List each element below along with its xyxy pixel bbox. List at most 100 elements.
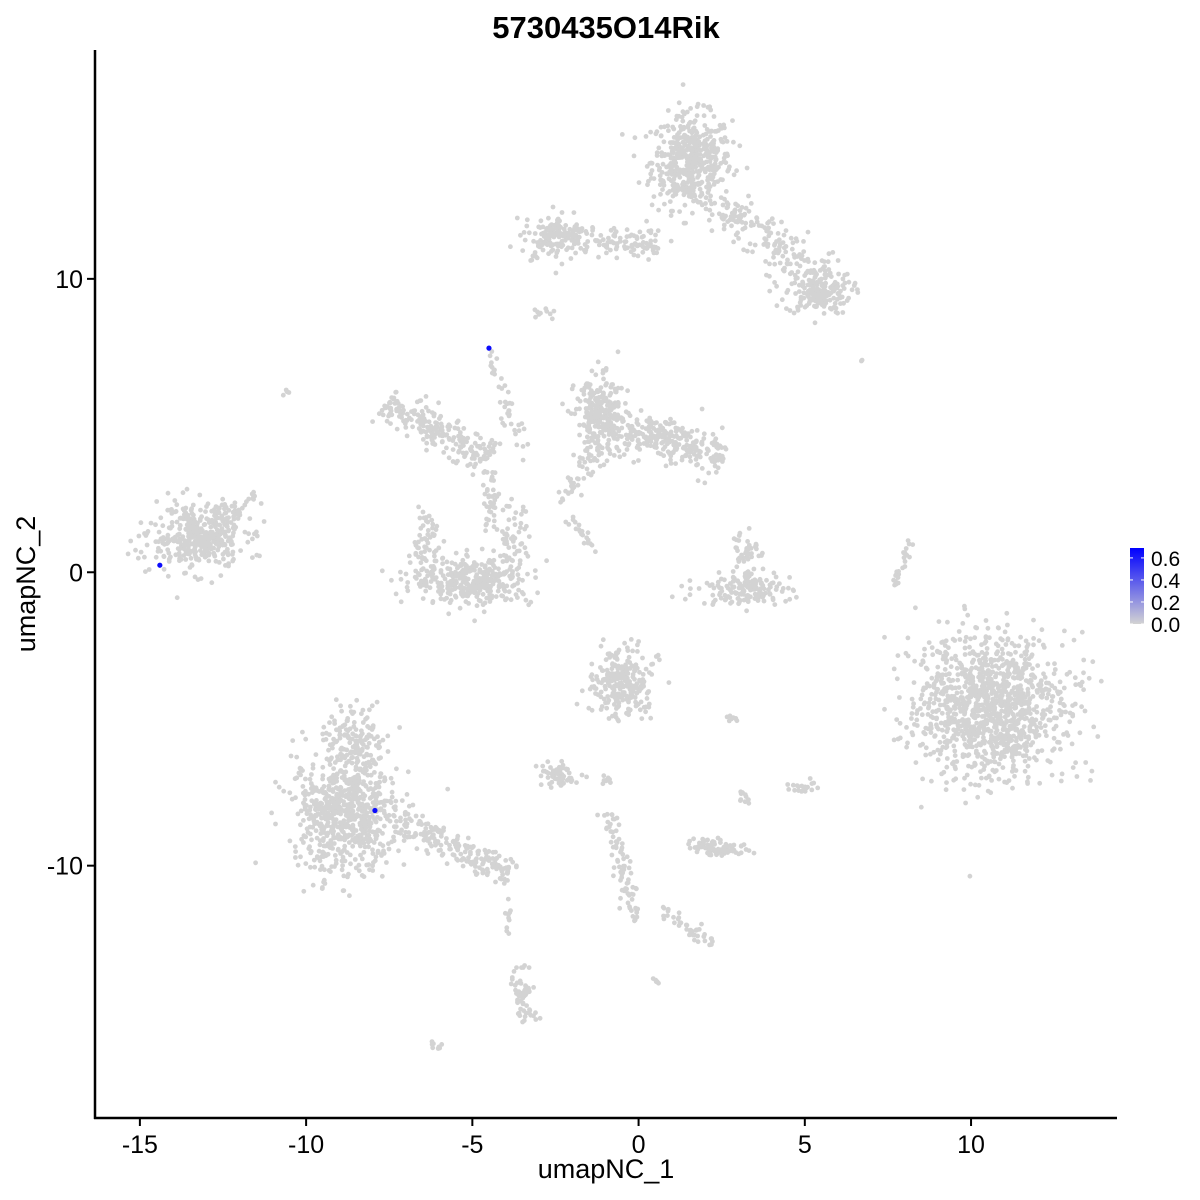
cell-point [231,530,236,536]
cell-point [783,598,788,604]
cell-point [787,271,793,277]
cell-point [949,684,954,690]
cell-point [608,227,614,233]
cell-point [461,426,467,431]
cell-point [457,430,463,435]
cell-point [936,619,942,624]
cell-point [780,253,786,259]
cell-point [491,562,496,568]
cell-point [474,432,480,437]
cell-point [415,419,420,424]
cell-point [443,432,448,438]
cell-point [822,290,828,296]
cell-point [191,516,197,522]
cell-point [587,686,593,692]
cell-point [535,590,540,596]
cell-point [622,246,628,252]
cell-point [748,201,754,206]
cell-point [772,602,778,607]
cell-point [719,215,725,220]
cell-point [730,118,735,123]
cell-point [445,424,451,430]
cell-point [830,250,836,255]
cell-point [320,773,326,778]
cell-point [923,685,929,691]
cell-point [143,569,148,574]
cell-point [388,775,394,781]
cell-point [604,458,610,464]
cell-point [757,576,763,582]
cell-point [796,289,802,294]
cell-point [707,184,713,190]
cell-point [474,572,480,578]
cell-point [136,533,142,539]
cell-point [614,655,620,661]
cell-point [588,444,593,450]
cell-point [739,219,745,225]
cell-point [826,292,832,298]
cell-point [200,542,206,548]
cell-point [944,756,950,761]
cell-point [196,541,201,547]
cell-point [182,570,187,576]
cell-point [905,740,910,746]
cell-point [833,309,839,315]
cell-point [998,756,1003,762]
cell-point [640,679,646,685]
cell-point [1042,675,1048,680]
cell-point [605,240,611,245]
cell-point [388,421,393,426]
cell-point [145,529,151,534]
cell-point [528,258,534,263]
cell-point [960,621,966,626]
cell-point [963,705,969,711]
cell-point [199,514,205,520]
cell-point [430,521,436,527]
cell-point [197,492,203,498]
cell-point [562,230,568,235]
cell-point [648,238,654,244]
cell-point [604,250,609,256]
cell-point [648,129,653,135]
cell-point [524,223,530,229]
cell-point [208,524,214,530]
cell-point [718,576,724,582]
cell-point [683,135,688,141]
cell-point [837,295,843,301]
cell-point [403,425,409,430]
cell-point [955,677,961,683]
cell-point [941,687,947,693]
cell-point [835,258,841,263]
cell-point [794,594,799,600]
cell-point [433,558,439,564]
cell-point [612,386,618,392]
cell-point [721,222,727,228]
cell-point [615,650,621,656]
cell-point [841,286,847,291]
cell-point [731,536,737,542]
cell-point [1076,681,1082,687]
cell-point [218,573,224,578]
cell-point [524,217,530,223]
cell-point [585,239,591,244]
cell-point [394,426,400,432]
cell-point [934,722,939,728]
cell-point [548,243,554,249]
cell-point [637,707,643,713]
cell-point [967,644,972,650]
cell-point [486,559,491,565]
cell-point [380,831,385,836]
cell-point [950,636,956,642]
cell-point [309,772,314,777]
cell-point [644,690,650,696]
cell-point [802,304,808,310]
cell-point [640,240,646,245]
cell-point [902,559,908,564]
cell-point [1000,651,1006,656]
cell-point [944,741,950,746]
cell-point [855,287,860,292]
cell-point [1022,768,1028,774]
cell-point [762,236,768,242]
cell-point [779,219,784,225]
cell-point [943,654,948,659]
